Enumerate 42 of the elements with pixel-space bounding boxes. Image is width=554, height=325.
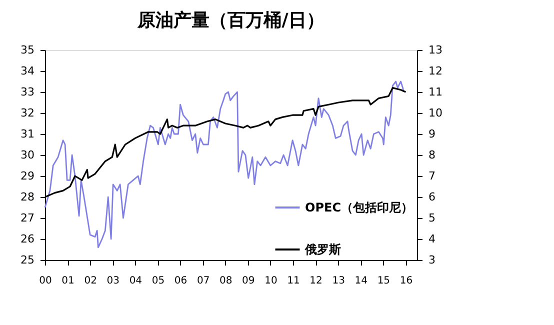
y-tick-label: 32 [20,106,34,120]
x-tick-label: 10 [264,276,278,286]
legend-label: OPEC（包括印尼） [305,200,413,214]
x-tick-label: 13 [332,276,345,286]
y-tick-label: 30 [20,148,34,162]
y2-tick-label: 3 [428,254,436,266]
y-tick-label: 26 [20,232,34,246]
chart-title: 原油产量（百万桶/日） [136,10,324,31]
y2-tick-label: 5 [428,212,436,224]
x-tick-label: 04 [129,276,142,286]
x-tick-label: 07 [196,276,210,286]
y-tick-label: 28 [20,190,34,204]
y2-tick-label: 9 [428,128,436,140]
y2-tick-label: 8 [428,148,436,162]
y2-tick-label: 13 [428,44,442,56]
y-tick-label: 34 [20,64,34,78]
y-tick-label: 35 [20,44,34,56]
x-tick-label: 09 [242,276,255,286]
y2-tick-label: 12 [428,64,442,78]
y-tick-label: 25 [20,254,34,266]
x-tick-label: 02 [84,276,97,286]
x-tick-label: 16 [400,276,413,286]
y2-tick-label: 4 [428,232,436,246]
x-tick-label: 01 [62,276,74,286]
x-tick-label: 08 [219,276,232,286]
x-tick-label: 15 [377,276,390,286]
y-tick-label: 27 [20,212,34,224]
y2-tick-label: 6 [428,190,436,204]
y-tick-label: 31 [20,128,34,140]
y-tick-label: 33 [20,86,34,98]
x-tick-label: 05 [152,276,165,286]
x-tick-label: 03 [106,276,120,286]
x-tick-label: 14 [354,276,368,286]
x-tick-label: 00 [39,276,52,286]
x-tick-label: 12 [310,276,322,286]
x-tick-label: 11 [287,276,300,286]
y2-tick-label: 11 [428,86,442,98]
y2-tick-label: 7 [428,170,436,182]
x-tick-label: 06 [174,276,188,286]
y2-tick-label: 10 [428,106,442,120]
y-tick-label: 29 [20,170,34,182]
legend-label: 俄罗斯 [304,242,341,256]
